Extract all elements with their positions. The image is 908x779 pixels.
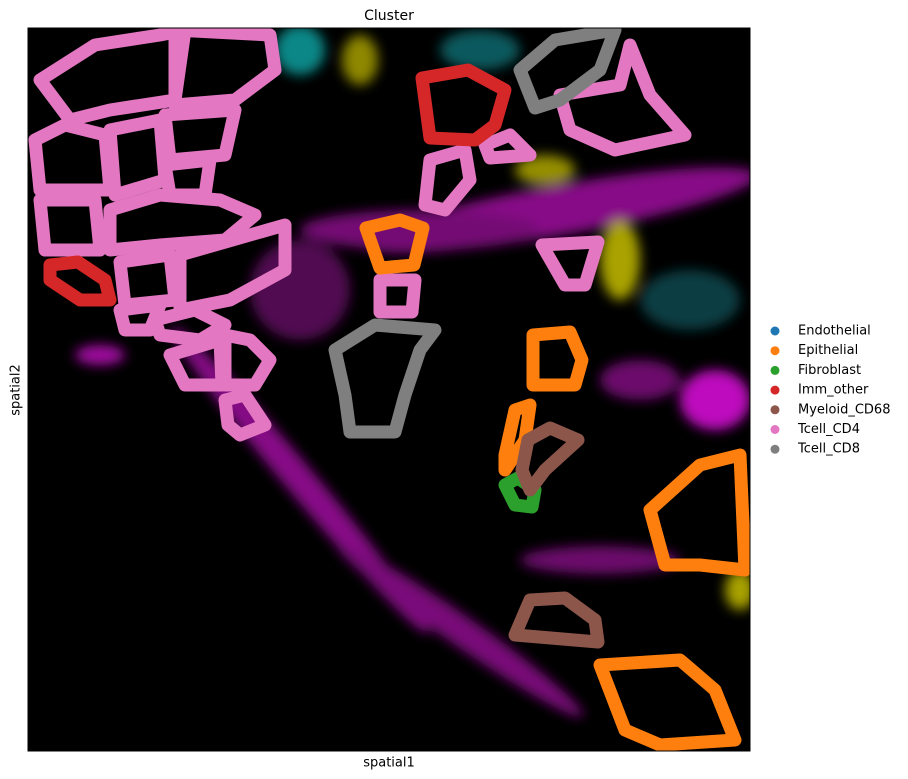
legend-marker (770, 425, 780, 434)
cell-outline (498, 471, 542, 514)
cell-outline (33, 193, 107, 257)
cell-outline (158, 103, 242, 167)
cell-outline (508, 591, 605, 649)
plot-area (28, 28, 750, 751)
cell-outlines (28, 28, 750, 751)
cell-outline (168, 28, 282, 112)
y-axis-label: spatial2 (9, 364, 24, 416)
legend-label: Myeloid_CD68 (798, 402, 890, 417)
cell-outline (113, 298, 167, 337)
cell-outline (359, 213, 430, 275)
cell-outline (173, 218, 292, 317)
legend-marker (770, 346, 780, 356)
legend: Endothelial Epithelial Fibroblast Imm_other… (770, 324, 890, 457)
cell-outline (643, 448, 750, 577)
legend-label: Imm_other (798, 383, 869, 398)
cell-outline (478, 128, 537, 165)
cell-outline (148, 303, 232, 347)
plot-frame (27, 27, 751, 752)
cell-outline (415, 63, 512, 147)
cell-outline (218, 328, 277, 392)
legend-label: Tcell_CD4 (797, 422, 860, 437)
legend-label: Endothelial (798, 324, 871, 339)
cell-outline (553, 38, 692, 157)
cell-outline (328, 318, 442, 439)
cell-outline (498, 398, 537, 477)
chart-title: Cluster (364, 8, 414, 24)
cell-outline (418, 143, 477, 217)
cell-outline (513, 28, 622, 115)
legend-label: Epithelial (798, 343, 858, 358)
cell-outline (373, 273, 422, 319)
legend-marker (770, 365, 780, 375)
cell-outline (593, 653, 742, 751)
legend-marker (770, 444, 780, 454)
cell-outline (535, 235, 605, 292)
cell-outline (515, 421, 585, 497)
cell-outline (218, 388, 272, 442)
legend-label: Tcell_CD8 (797, 442, 860, 457)
legend-marker (770, 326, 780, 336)
legend-marker (770, 385, 780, 395)
cell-outline (526, 325, 589, 392)
x-axis-label: spatial1 (363, 756, 415, 771)
legend-marker (770, 405, 780, 415)
cell-outline (43, 255, 117, 307)
legend-label: Fibroblast (798, 363, 861, 378)
cell-outline (103, 188, 262, 257)
